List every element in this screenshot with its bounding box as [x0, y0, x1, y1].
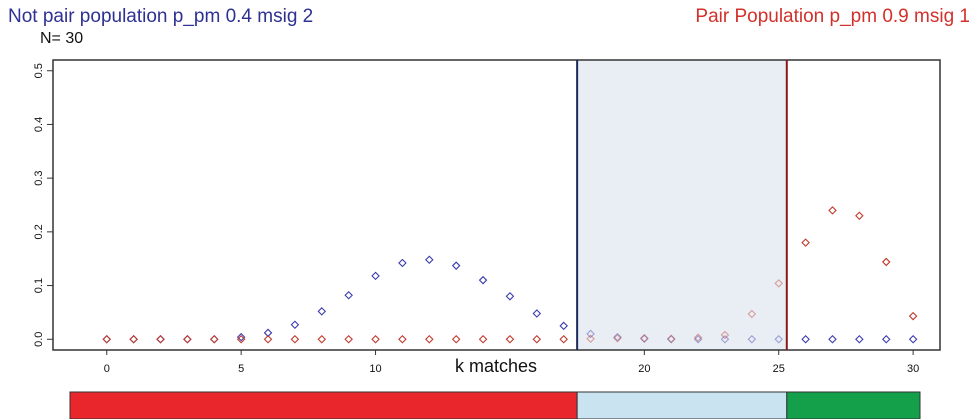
- pair-point: [183, 334, 192, 344]
- not-pair-point: [451, 261, 461, 270]
- not-pair-point: [425, 255, 434, 265]
- not-pair-point: [855, 334, 864, 344]
- pair-point: [209, 334, 219, 344]
- not-pair-point: [559, 321, 568, 331]
- not-pair-point: [908, 334, 918, 344]
- pair-point: [828, 206, 837, 215]
- pair-point: [344, 334, 353, 344]
- not-pair-point: [747, 334, 757, 344]
- x-axis-label: k matches: [455, 356, 537, 376]
- not-pair-point: [290, 320, 300, 330]
- y-tick-label: 0.3: [33, 170, 45, 185]
- x-tick-label: 30: [907, 363, 919, 375]
- not-pair-point: [532, 309, 542, 318]
- y-tick-label: 0.4: [33, 117, 45, 132]
- band-uncertain: [576, 391, 788, 419]
- pair-point: [236, 334, 246, 344]
- y-tick-label: 0.2: [33, 224, 45, 239]
- not-pair-point: [102, 334, 112, 344]
- x-tick-label: 0: [104, 363, 110, 375]
- pair-point: [801, 238, 810, 247]
- not-pair-point: [183, 334, 192, 344]
- pair-point: [693, 333, 703, 342]
- not-pair-point: [505, 292, 515, 301]
- not-pair-point: [209, 334, 219, 344]
- axes: 0.0 0.1 0.2 0.3 0.4 0.5 0 5 10 20 25 30: [33, 59, 941, 375]
- pair-point: [613, 333, 622, 343]
- x-tick-label: 10: [369, 363, 381, 375]
- not-pair-point: [478, 275, 488, 285]
- pair-point: [908, 311, 918, 321]
- not-pair-point: [666, 334, 676, 344]
- not-pair-point: [236, 332, 246, 342]
- not-pair-point: [344, 290, 353, 300]
- not-pair-point: [613, 332, 622, 342]
- classification-band: [69, 391, 921, 419]
- pair-point: [774, 279, 784, 288]
- pair-point: [505, 334, 515, 344]
- not-pair-point: [881, 334, 891, 344]
- x-tick-label: 25: [773, 363, 785, 375]
- pair-point: [371, 334, 380, 344]
- pair-point: [586, 334, 595, 343]
- pair-point: [398, 334, 407, 344]
- pair-point: [290, 334, 300, 344]
- y-tick-label: 0.5: [33, 63, 45, 78]
- pair-point: [478, 334, 488, 344]
- pair-point: [855, 211, 864, 221]
- pair-point: [156, 334, 165, 344]
- not-pair-point: [586, 329, 595, 339]
- not-pair-point: [371, 271, 380, 281]
- shaded-threshold-region: [577, 60, 787, 350]
- not-pair-point: [640, 334, 649, 343]
- pair-population-title: Pair Population p_pm 0.9 msig 1: [695, 6, 970, 27]
- pair-point: [881, 257, 891, 267]
- pair-point: [532, 334, 542, 344]
- x-tick-label: 5: [238, 363, 244, 375]
- x-tick-label: 20: [638, 363, 650, 375]
- pair-point: [129, 334, 138, 344]
- band-not-pair: [69, 391, 578, 419]
- pair-point: [425, 334, 434, 344]
- pair-point: [263, 334, 273, 344]
- not-pair-point: [693, 334, 703, 344]
- shaded-region-rect: [577, 60, 787, 350]
- not-pair-point: [156, 334, 165, 344]
- not-pair-point: [398, 258, 407, 268]
- y-tick-label: 0.1: [33, 278, 45, 293]
- pair-point: [451, 334, 461, 344]
- not-pair-point: [801, 334, 810, 344]
- data-points: [102, 206, 918, 344]
- pair-point: [640, 333, 649, 343]
- not-pair-point: [129, 334, 138, 344]
- pair-point: [747, 309, 757, 319]
- not-pair-population-title: Not pair population p_pm 0.4 msig 2: [8, 6, 314, 27]
- pair-point: [102, 334, 112, 344]
- pair-point: [317, 334, 327, 344]
- pair-point: [720, 330, 730, 340]
- sample-size-label: N= 30: [40, 30, 84, 47]
- not-pair-point: [317, 307, 327, 316]
- not-pair-point: [828, 334, 837, 344]
- not-pair-point: [774, 334, 784, 344]
- plot-frame: [52, 59, 941, 351]
- band-pair: [786, 391, 921, 419]
- y-tick-label: 0.0: [33, 332, 45, 347]
- pair-point: [666, 334, 676, 343]
- pair-point: [559, 334, 568, 344]
- not-pair-point: [720, 334, 730, 344]
